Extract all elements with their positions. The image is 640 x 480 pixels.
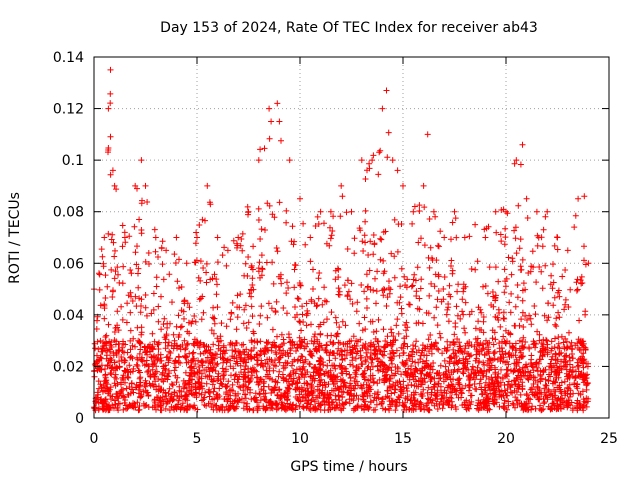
y-tick-label: 0.1: [62, 153, 84, 169]
x-tick-labels: 0 5 10 15 20 25: [90, 431, 618, 447]
chart-title: Day 153 of 2024, Rate Of TEC Index for r…: [160, 20, 538, 36]
x-tick-label: 0: [90, 431, 99, 447]
y-tick-label: 0.02: [53, 359, 84, 375]
y-tick-label: 0.04: [53, 308, 84, 324]
y-tick-labels: 0 0.02 0.04 0.06 0.08 0.1 0.12 0.14: [53, 50, 84, 427]
x-tick-label: 5: [193, 431, 202, 447]
y-axis-label: ROTI / TECUs: [7, 192, 23, 284]
roti-point-markers: [91, 66, 592, 414]
x-tick-label: 20: [497, 431, 515, 447]
y-tick-label: 0.06: [53, 256, 84, 272]
y-tick-label: 0.08: [53, 205, 84, 221]
plot-frame: [93, 56, 610, 419]
y-tick-label: 0: [75, 411, 84, 427]
x-tick-label: 15: [394, 431, 412, 447]
x-tick-label: 10: [291, 431, 309, 447]
x-tick-label: 25: [600, 431, 618, 447]
axis-ticks: [93, 56, 610, 419]
y-tick-label: 0.14: [53, 50, 84, 66]
data-points: [91, 66, 592, 414]
x-axis-label: GPS time / hours: [290, 459, 407, 475]
y-tick-label: 0.12: [53, 102, 84, 118]
